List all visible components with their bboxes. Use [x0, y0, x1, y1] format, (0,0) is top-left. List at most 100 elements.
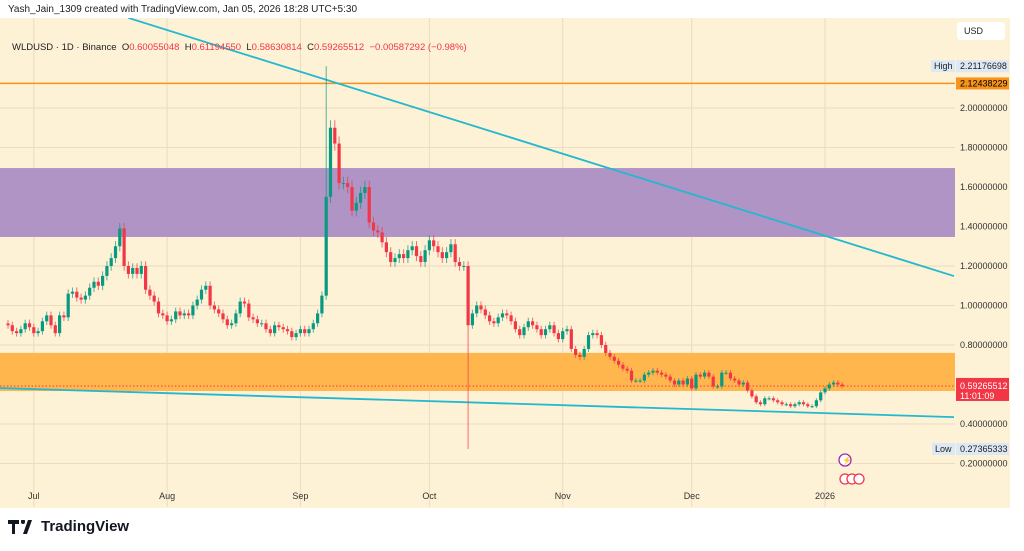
candle-body [311, 323, 315, 330]
ohlc-legend: WLDUSD · 1D · Binance O0.60055048 H0.611… [12, 42, 467, 53]
last-price-tag [956, 377, 1009, 401]
change-value: −0.00587292 (−0.98%) [369, 42, 467, 53]
tradingview-logo[interactable]: TradingView [8, 518, 129, 535]
y-tick-label: 1.80000000 [960, 143, 1008, 153]
resistance-tag [956, 77, 1009, 90]
candle-body [810, 406, 814, 408]
candle-body [655, 370, 659, 373]
candle [672, 378, 677, 387]
candle-body [660, 372, 664, 375]
candle-body [367, 187, 371, 223]
candle-body [556, 333, 560, 340]
candle-body [105, 266, 109, 276]
candle-body [535, 325, 539, 330]
chart-area[interactable]: WLDUSD · 1D · Binance O0.60055048 H0.611… [0, 18, 1010, 508]
candle [389, 247, 393, 267]
candle-body [23, 323, 27, 330]
candle [75, 287, 79, 302]
candle-body [109, 258, 113, 266]
candle [690, 376, 694, 391]
candle [703, 370, 707, 380]
candle [230, 319, 234, 329]
candle [793, 402, 797, 409]
candle [208, 281, 212, 310]
candle-body [178, 311, 182, 316]
candle [367, 180, 371, 229]
x-tick-label: Nov [555, 491, 572, 501]
candle [595, 329, 599, 339]
low-value: 0.27365333 [960, 444, 1008, 454]
candle [569, 325, 573, 353]
y-tick-label: 1.40000000 [960, 222, 1008, 232]
candle-body [488, 315, 492, 322]
candle-body [457, 262, 462, 266]
trendline [128, 18, 955, 277]
high-value-tag [956, 60, 1009, 73]
candle [234, 309, 238, 327]
candle [40, 317, 44, 335]
candle [715, 384, 720, 389]
candle [513, 317, 517, 333]
candle-body [492, 321, 496, 324]
candle [621, 361, 625, 372]
candle-body [393, 258, 397, 263]
candle [758, 400, 763, 407]
x-tick-label: Aug [159, 491, 175, 501]
candle-body [647, 372, 651, 375]
candle-body [763, 398, 767, 405]
candle-body [475, 305, 479, 314]
candle [290, 327, 294, 341]
candle-body [737, 380, 741, 385]
candle-body [156, 301, 161, 314]
candle [561, 327, 565, 343]
candle-body [651, 370, 655, 373]
candle [36, 327, 40, 337]
candle-body [88, 287, 92, 296]
candle [488, 311, 492, 325]
candle [45, 311, 49, 325]
candle-body [548, 325, 552, 330]
close-value: 0.59265512 [314, 42, 365, 53]
candle [642, 372, 646, 383]
x-tick-label: Dec [684, 491, 701, 501]
candle-body [513, 321, 517, 330]
candle-body [836, 382, 840, 385]
candle-body [333, 127, 337, 144]
currency-button [957, 22, 1005, 40]
candle-body [83, 295, 87, 300]
candle-body [359, 192, 363, 203]
candle [479, 301, 483, 314]
y-tick-label: 0.40000000 [960, 419, 1008, 429]
candle-body [806, 404, 810, 407]
candle [518, 325, 522, 339]
candle [23, 319, 27, 333]
candle-body [539, 329, 543, 336]
candle [840, 382, 844, 389]
candle-body [664, 374, 668, 377]
candle-body [621, 364, 625, 369]
candle [565, 325, 569, 335]
candle-body [634, 380, 638, 382]
candle-body [45, 315, 49, 322]
candle-body [204, 285, 208, 290]
candle [526, 317, 530, 331]
candle [19, 325, 23, 337]
candle [449, 239, 453, 258]
candle [784, 402, 788, 407]
candle [681, 378, 685, 387]
candle-body [66, 293, 70, 318]
candle [552, 321, 556, 337]
candle [268, 325, 272, 337]
candle [496, 313, 500, 327]
candle [801, 400, 806, 407]
candle-body [432, 240, 436, 247]
candle [247, 299, 251, 322]
candle [182, 309, 186, 320]
candle [651, 368, 655, 376]
resistance-value: 2.12438229 [960, 78, 1008, 88]
candle [191, 301, 195, 320]
candle-body [771, 398, 775, 401]
candle [522, 323, 526, 339]
candle-body [324, 196, 328, 296]
candle-body [526, 321, 530, 328]
